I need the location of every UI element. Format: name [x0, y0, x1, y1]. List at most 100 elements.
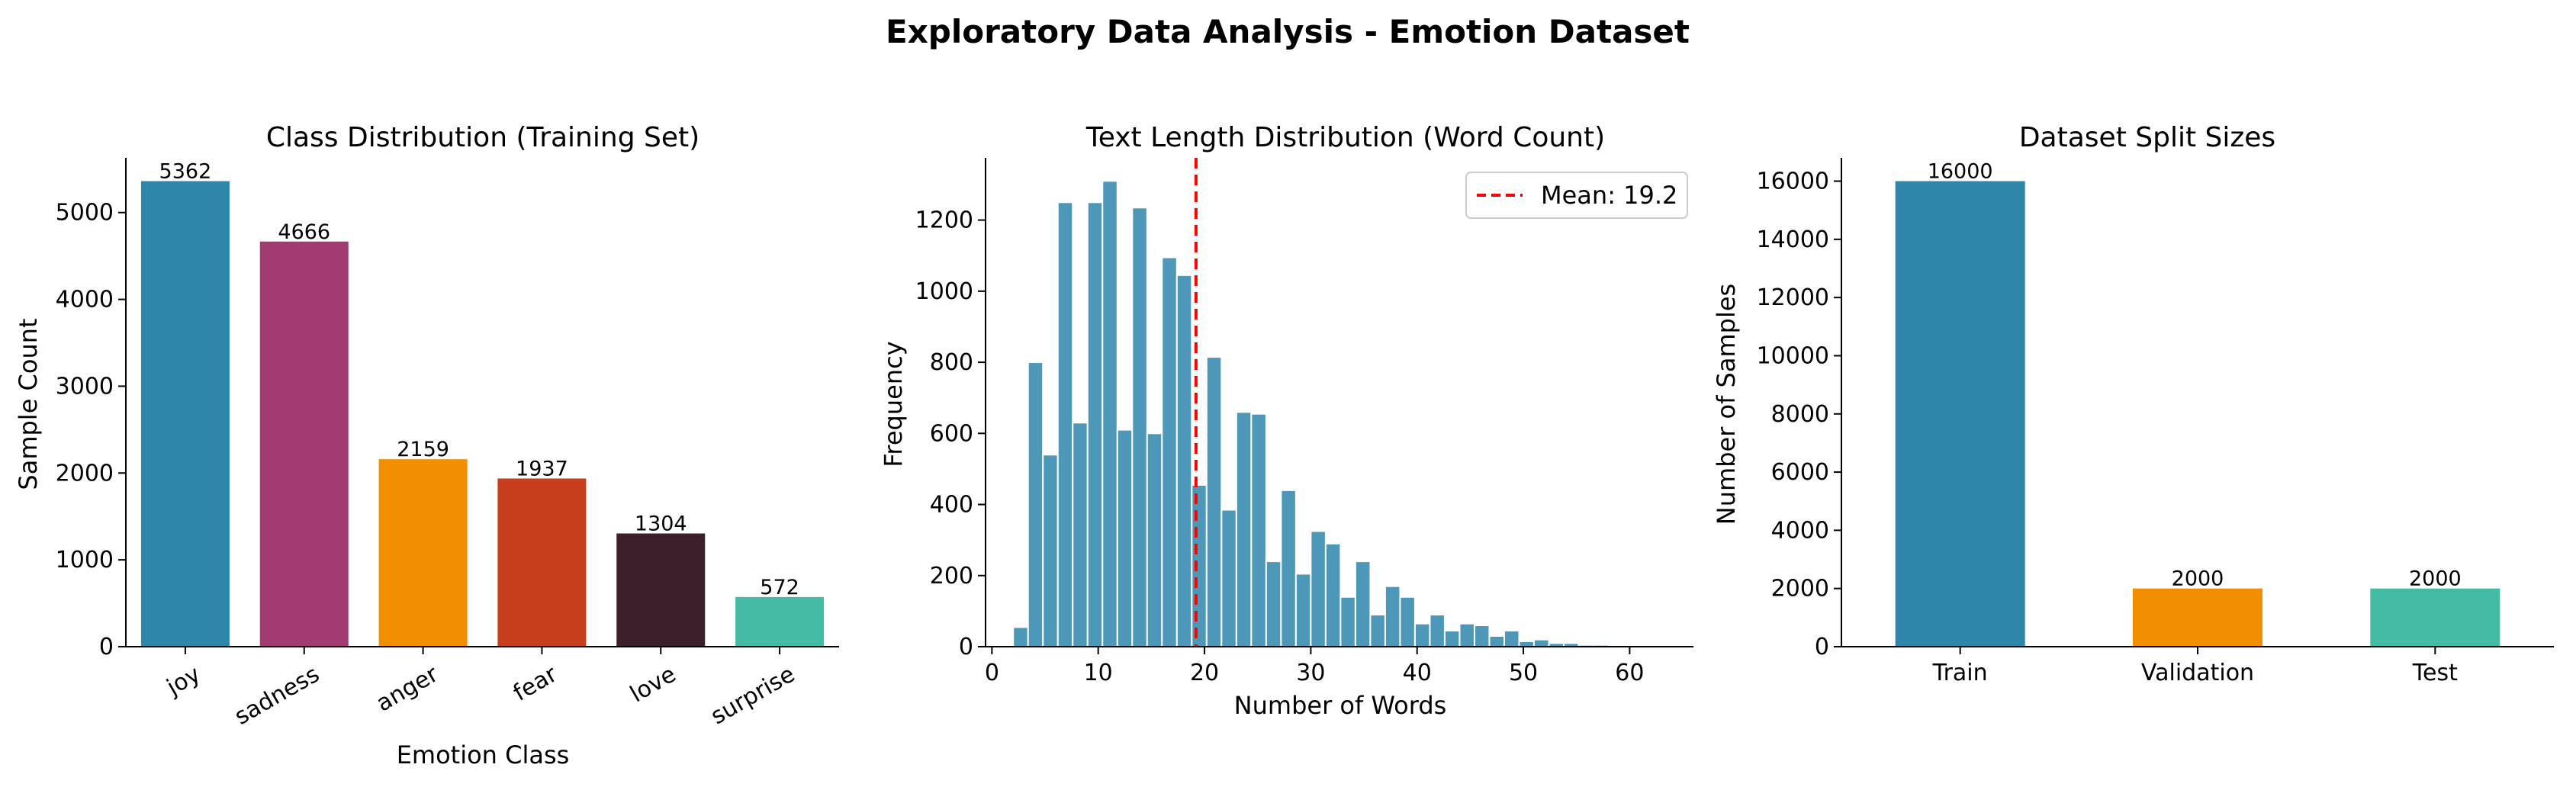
histogram-bar [1191, 483, 1208, 647]
class-distribution-chart: Class Distribution (Training Set) Emotio… [14, 122, 839, 769]
class-distribution-plot: 5362 joy 4666 sadness 2159 anger 1937 fear 1304 l… [56, 158, 839, 731]
text-length-chart: Text Length Distribution (Word Count) Nu… [879, 122, 1693, 720]
class-distribution-bar [140, 181, 230, 647]
histogram-bar [1161, 256, 1178, 647]
histogram-bar [1101, 180, 1118, 647]
class-distribution-bar [378, 459, 468, 647]
histogram-bar [1458, 622, 1475, 647]
text-length-ytick-label: 0 [959, 634, 973, 660]
class-distribution-bar [497, 478, 587, 647]
class-distribution-xtick-label: sadness [230, 661, 324, 731]
histogram-bar [1012, 626, 1029, 647]
histogram-bar [1429, 614, 1446, 648]
split-sizes-xtick-label: Validation [2141, 660, 2254, 686]
split-sizes-ytick-label: 12000 [1757, 284, 1829, 311]
class-distribution-xtick-label: love [626, 661, 680, 708]
text-length-xtick-label: 10 [1084, 660, 1113, 686]
text-length-xlabel: Number of Words [1234, 691, 1447, 720]
histogram-bar [1250, 413, 1267, 647]
split-sizes-ylabel: Number of Samples [1712, 284, 1741, 525]
split-sizes-ytick-label: 0 [1815, 634, 1829, 660]
histogram-bar [1042, 454, 1059, 648]
class-distribution-ytick-label: 2000 [56, 460, 114, 487]
histogram-bar [1027, 361, 1044, 647]
class-distribution-ytick-label: 1000 [56, 547, 114, 573]
histogram-bar [1116, 429, 1134, 647]
split-sizes-bar-value-label: 2000 [2172, 567, 2224, 591]
class-distribution-bar-value-label: 1937 [516, 457, 568, 480]
split-sizes-bar [1895, 181, 2025, 647]
histogram-bar [1235, 411, 1253, 647]
text-length-ytick-label: 800 [930, 349, 973, 376]
text-length-xtick-label: 20 [1190, 660, 1219, 686]
class-distribution-ylabel: Sample Count [14, 318, 43, 490]
histogram-bar [1399, 596, 1416, 648]
text-length-xtick-label: 40 [1403, 660, 1432, 686]
split-sizes-title: Dataset Split Sizes [2019, 122, 2275, 153]
text-length-ytick-label: 200 [930, 563, 973, 589]
legend-mean-label: Mean: 19.2 [1541, 181, 1677, 210]
histogram-bar [1310, 530, 1327, 647]
split-sizes-ytick-label: 2000 [1771, 576, 1829, 602]
histogram-bar [1473, 625, 1491, 648]
histogram-bar [1532, 638, 1550, 648]
histogram-bar [1384, 585, 1401, 647]
class-distribution-ytick-label: 5000 [56, 200, 114, 226]
class-distribution-xtick-label: joy [162, 661, 205, 702]
histogram-bar [1503, 630, 1520, 647]
split-sizes-ytick-label: 16000 [1757, 169, 1829, 195]
class-distribution-ytick-label: 0 [99, 634, 114, 660]
class-distribution-bar-value-label: 1304 [635, 512, 687, 536]
class-distribution-ytick-label: 3000 [56, 373, 114, 400]
split-sizes-chart: Dataset Split Sizes Number of Samples 16… [1712, 122, 2554, 686]
histogram-bar [1518, 641, 1535, 647]
split-sizes-ytick-label: 4000 [1771, 517, 1829, 544]
legend-box [1465, 172, 1688, 219]
histogram-bar [1369, 614, 1386, 648]
text-length-ytick-label: 600 [930, 420, 973, 447]
split-sizes-ytick-label: 10000 [1757, 342, 1829, 369]
figure-suptitle: Exploratory Data Analysis - Emotion Data… [886, 13, 1690, 50]
class-distribution-bar [735, 596, 825, 647]
class-distribution-ytick-label: 4000 [56, 287, 114, 313]
histogram-bar [1146, 432, 1163, 647]
histogram-bar [1131, 207, 1148, 647]
class-distribution-bar-value-label: 5362 [159, 160, 212, 184]
class-distribution-bar-value-label: 572 [760, 576, 799, 599]
text-length-ytick-label: 1000 [915, 278, 973, 305]
histogram-bar [1280, 489, 1297, 647]
histogram-bar [1339, 596, 1356, 648]
text-length-xtick-label: 60 [1615, 660, 1644, 686]
class-distribution-xtick-label: anger [372, 660, 444, 717]
split-sizes-bar [2133, 588, 2262, 647]
histogram-bar [1413, 622, 1431, 647]
text-length-title: Text Length Distribution (Word Count) [1085, 122, 1605, 153]
split-sizes-xtick-label: Test [2412, 660, 2458, 686]
class-distribution-xlabel: Emotion Class [397, 740, 570, 769]
histogram-bar [1220, 509, 1237, 648]
class-distribution-bar-value-label: 2159 [397, 438, 449, 461]
split-sizes-xtick-label: Train [1932, 660, 1988, 686]
class-distribution-xtick-label: surprise [706, 661, 799, 731]
text-length-ylabel: Frequency [879, 341, 908, 467]
split-sizes-ytick-label: 14000 [1757, 226, 1829, 253]
histogram-bar [1324, 542, 1342, 647]
split-sizes-bar [2370, 588, 2500, 647]
text-length-xtick-label: 50 [1509, 660, 1538, 686]
text-length-ytick-label: 400 [930, 492, 973, 519]
histogram-bar [1072, 422, 1089, 648]
histogram-bar [1443, 630, 1461, 647]
histogram-bar [1056, 201, 1074, 648]
split-sizes-ytick-label: 6000 [1771, 459, 1829, 486]
class-distribution-title: Class Distribution (Training Set) [266, 122, 699, 153]
histogram-bar [1354, 561, 1372, 648]
histogram-bar [1265, 561, 1282, 648]
class-distribution-bar [616, 533, 706, 647]
histogram-bar [1488, 635, 1505, 647]
histogram-bar [1294, 573, 1312, 648]
histogram-bar [1175, 274, 1193, 647]
histogram-bar [1205, 356, 1223, 647]
text-length-legend: Mean: 19.2 [1465, 172, 1688, 219]
